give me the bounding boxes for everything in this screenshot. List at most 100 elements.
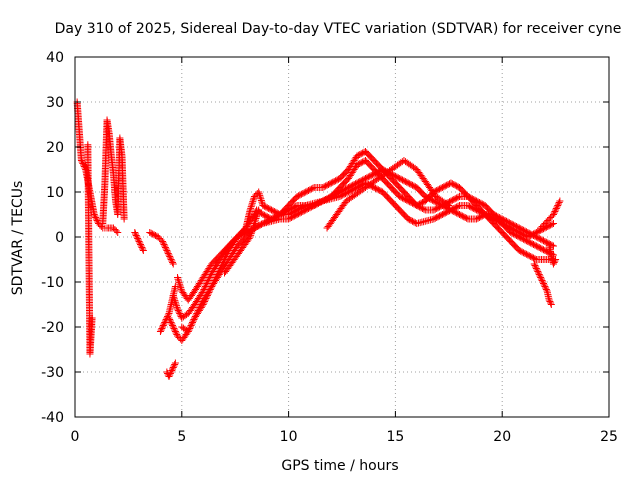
data-point: [542, 218, 550, 226]
data-point: [256, 191, 264, 199]
data-point: [255, 190, 263, 198]
data-point: [92, 215, 100, 223]
data-point: [453, 194, 461, 202]
data-point: [212, 274, 220, 281]
data-point: [541, 283, 549, 290]
data-point: [444, 205, 452, 212]
data-point: [207, 284, 215, 292]
data-point: [297, 190, 305, 198]
data-point: [320, 196, 328, 204]
data-point: [480, 211, 488, 219]
data-point: [547, 221, 555, 229]
data-point: [431, 205, 439, 213]
x-axis-label: GPS time / hours: [281, 458, 398, 474]
data-point: [79, 160, 87, 167]
data-point: [249, 225, 257, 233]
data-point: [532, 263, 540, 271]
data-point: [428, 196, 436, 204]
data-point: [164, 311, 172, 319]
data-point: [547, 301, 555, 308]
data-point: [537, 274, 545, 281]
data-point: [270, 208, 278, 215]
data-point: [431, 198, 439, 206]
data-point: [554, 202, 562, 209]
data-point: [370, 184, 378, 191]
y-tick-label: -20: [41, 320, 64, 336]
data-point: [247, 203, 255, 211]
data-point: [171, 361, 179, 368]
data-point: [502, 217, 510, 225]
x-tick-label: 20: [493, 429, 511, 445]
data-point: [154, 233, 162, 241]
data-point: [407, 199, 415, 206]
data-point: [213, 272, 221, 280]
data-point: [156, 328, 164, 335]
data-point: [250, 221, 258, 229]
data-point: [547, 299, 555, 307]
data-point: [208, 281, 216, 289]
data-point: [210, 278, 218, 286]
data-point: [357, 159, 365, 167]
y-tick-label: -10: [41, 275, 64, 291]
data-point: [532, 233, 540, 241]
data-point: [133, 233, 141, 241]
data-point: [200, 286, 208, 293]
data-point: [545, 222, 553, 230]
data-point: [535, 271, 543, 278]
data-point: [221, 254, 229, 262]
data-point: [535, 235, 543, 242]
data-point: [333, 176, 341, 184]
data-point: [453, 209, 461, 217]
data-point: [533, 266, 541, 274]
data-point: [544, 239, 552, 247]
data-point: [490, 211, 498, 218]
data-point: [349, 181, 357, 189]
data-point: [170, 362, 178, 370]
data-point: [393, 173, 401, 181]
data-point: [406, 198, 414, 206]
data-point: [169, 364, 177, 371]
data-point: [535, 269, 543, 277]
data-point: [134, 236, 142, 244]
data-point: [263, 213, 271, 221]
data-point: [530, 254, 538, 262]
data-point: [265, 205, 273, 212]
data-point: [307, 185, 315, 193]
data-point: [168, 320, 176, 328]
data-point: [162, 245, 170, 253]
data-point: [474, 214, 482, 222]
data-point: [254, 209, 262, 217]
data-point: [414, 201, 422, 209]
data-point: [521, 227, 529, 235]
data-point: [77, 157, 85, 164]
data-point: [171, 297, 179, 305]
data-point: [464, 202, 472, 209]
data-point: [537, 235, 545, 243]
data-point: [525, 238, 533, 246]
data-point: [134, 235, 142, 242]
data-point: [353, 152, 361, 160]
data-point: [290, 203, 298, 211]
data-point: [252, 214, 260, 222]
data-point: [491, 211, 499, 219]
data-point: [330, 178, 338, 185]
data-point: [176, 282, 184, 290]
data-point: [363, 174, 371, 182]
data-point: [169, 322, 177, 329]
data-point: [494, 213, 502, 221]
data-point: [550, 259, 558, 266]
data-point: [323, 195, 331, 203]
data-point: [176, 310, 184, 317]
data-point: [361, 175, 369, 182]
data-point: [223, 250, 231, 257]
data-point: [441, 182, 449, 190]
data-point: [177, 285, 185, 293]
data-point: [418, 199, 426, 206]
data-point: [159, 322, 167, 329]
data-point: [310, 202, 318, 209]
data-point: [438, 184, 446, 191]
data-point: [93, 217, 101, 224]
data-point: [175, 279, 183, 287]
